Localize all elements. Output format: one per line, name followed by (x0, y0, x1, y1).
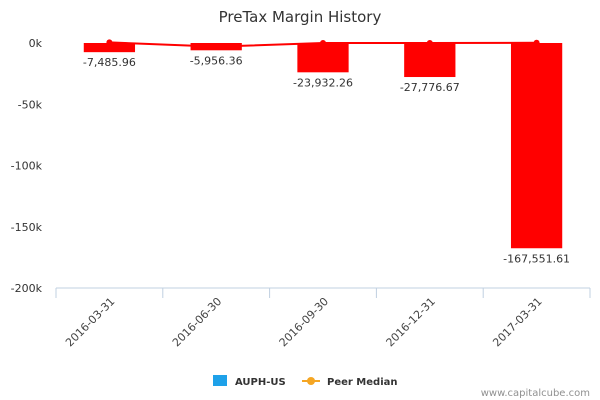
data-label: -167,551.61 (503, 252, 570, 265)
legend-label-auph: AUPH-US (235, 377, 286, 388)
y-tick-label: -100k (11, 160, 43, 173)
y-tick-label: -150k (11, 221, 43, 234)
data-label: -27,776.67 (400, 81, 460, 94)
bar[interactable] (83, 43, 136, 53)
chart-title: PreTax Margin History (219, 8, 382, 26)
data-labels: -7,485.96 -5,956.36 -23,932.26 -27,776.67 -1… (83, 54, 570, 265)
bar[interactable] (297, 43, 349, 73)
legend[interactable]: AUPH-US Peer Median (213, 375, 398, 388)
data-label: -7,485.96 (83, 56, 136, 69)
x-tick-label: 2016-06-30 (170, 295, 224, 349)
peer-median-point[interactable] (533, 39, 540, 46)
legend-label-peer: Peer Median (327, 377, 398, 388)
x-tick-label: 2016-09-30 (277, 295, 331, 349)
y-tick-label: -200k (11, 282, 43, 295)
x-tick-label: 2017-03-31 (490, 295, 544, 349)
x-tick-label: 2016-12-31 (384, 295, 438, 349)
legend-swatch-auph (213, 375, 227, 386)
y-tick-label: 0k (29, 37, 43, 50)
peer-median-point[interactable] (426, 40, 433, 46)
bar-series (83, 43, 563, 249)
y-tick-label: -50k (18, 98, 43, 111)
peer-median-point[interactable] (213, 43, 220, 50)
bar[interactable] (510, 43, 563, 249)
bar[interactable] (404, 43, 456, 78)
peer-median-point[interactable] (106, 39, 113, 46)
credit-text: www.capitalcube.com (481, 388, 590, 399)
legend-swatch-peer-dot (307, 377, 315, 385)
peer-median-point[interactable] (320, 40, 326, 46)
x-axis: 2016-03-31 2016-06-30 2016-09-30 2016-12-31… (55, 287, 591, 349)
x-tick-label: 2016-03-31 (63, 295, 117, 349)
data-label: -5,956.36 (190, 54, 243, 67)
data-label: -23,932.26 (293, 76, 353, 89)
y-axis: 0k -50k -100k -150k -200k (11, 37, 43, 295)
line-series (106, 39, 540, 50)
